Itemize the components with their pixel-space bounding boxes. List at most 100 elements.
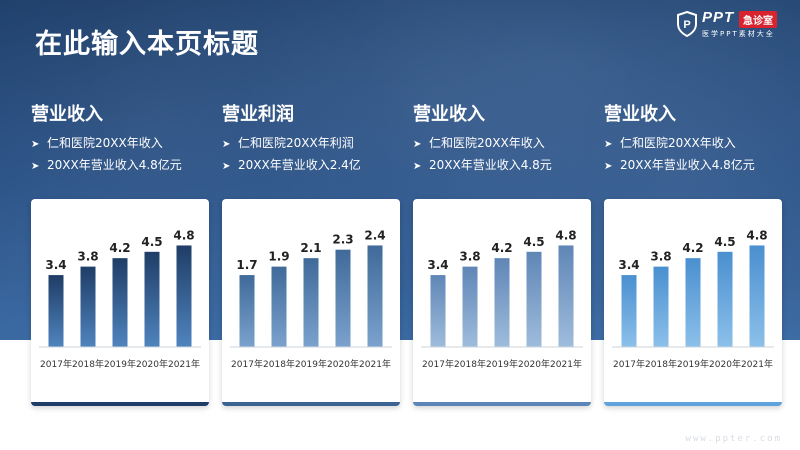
logo-badge: 急诊室: [739, 11, 777, 28]
bullet-list: ➤ 仁和医院20XX年利润 ➤ 20XX年营业收入2.4亿: [222, 132, 400, 176]
bar: [335, 249, 351, 347]
data-label: 3.8: [459, 250, 480, 264]
chevron-right-icon: ➤: [413, 161, 422, 172]
chart-column-1: 营业收入 ➤ 仁和医院20XX年收入 ➤ 20XX年营业收入4.8亿元 3.4 201…: [31, 100, 209, 406]
chevron-right-icon: ➤: [31, 139, 40, 150]
chart-card: 3.4 2017年 3.8 2018年 4.2 2019年 4.5 2020年 4.8 2021年: [413, 199, 591, 406]
x-tick-label: 2019年: [295, 358, 327, 370]
bullet-text: 20XX年营业收入4.8亿元: [47, 158, 182, 172]
data-label: 1.9: [268, 250, 289, 264]
x-tick-label: 2018年: [645, 358, 677, 370]
data-label: 3.4: [618, 258, 639, 272]
bar: [144, 251, 160, 347]
x-tick-label: 2020年: [327, 358, 359, 370]
bar: [621, 275, 637, 347]
x-tick-label: 2021年: [168, 358, 200, 370]
bar-chart: 3.4 2017年 3.8 2018年 4.2 2019年 4.5 2020年 4.8 2021年: [421, 228, 583, 370]
list-item: ➤ 20XX年营业收入4.8亿元: [31, 154, 209, 176]
data-label: 4.2: [109, 241, 130, 255]
bar: [653, 266, 669, 347]
bar: [303, 258, 319, 347]
bar-chart: 3.4 2017年 3.8 2018年 4.2 2019年 4.5 2020年 4.8 2021年: [612, 228, 774, 370]
data-label: 4.8: [746, 228, 767, 242]
list-item: ➤ 仁和医院20XX年收入: [604, 132, 782, 154]
x-tick-label: 2019年: [486, 358, 518, 370]
x-tick-label: 2021年: [359, 358, 391, 370]
data-label: 4.5: [141, 235, 162, 249]
list-item: ➤ 20XX年营业收入4.8亿元: [604, 154, 782, 176]
chevron-right-icon: ➤: [222, 139, 231, 150]
x-tick-label: 2018年: [454, 358, 486, 370]
shield-icon: P: [677, 11, 697, 37]
chevron-right-icon: ➤: [222, 161, 231, 172]
bar: [494, 258, 510, 347]
list-item: ➤ 20XX年营业收入2.4亿: [222, 154, 400, 176]
bullet-text: 仁和医院20XX年收入: [620, 136, 736, 150]
x-tick-label: 2018年: [72, 358, 104, 370]
data-label: 2.4: [364, 228, 385, 242]
bar: [112, 258, 128, 347]
bar: [717, 251, 733, 347]
chart-card: 3.4 2017年 3.8 2018年 4.2 2019年 4.5 2020年 4.8 2021年: [31, 199, 209, 406]
bullet-text: 20XX年营业收入2.4亿: [238, 158, 361, 172]
bar: [685, 258, 701, 347]
x-tick-label: 2020年: [518, 358, 550, 370]
chart-column-2: 营业利润 ➤ 仁和医院20XX年利润 ➤ 20XX年营业收入2.4亿 1.7 2017…: [222, 100, 400, 406]
logo-subtitle: 医学PPT素材大全: [702, 30, 775, 38]
bar: [462, 266, 478, 347]
brand-logo: P PPT 急诊室 医学PPT素材大全: [676, 9, 788, 42]
x-tick-label: 2021年: [550, 358, 582, 370]
bullet-list: ➤ 仁和医院20XX年收入 ➤ 20XX年营业收入4.8亿元: [31, 132, 209, 176]
data-label: 4.8: [555, 228, 576, 242]
list-item: ➤ 仁和医院20XX年收入: [413, 132, 591, 154]
chevron-right-icon: ➤: [31, 161, 40, 172]
list-item: ➤ 仁和医院20XX年收入: [31, 132, 209, 154]
x-tick-label: 2021年: [741, 358, 773, 370]
list-item: ➤ 20XX年营业收入4.8元: [413, 154, 591, 176]
data-label: 4.5: [714, 235, 735, 249]
svg-text:P: P: [683, 19, 690, 31]
bullet-text: 20XX年营业收入4.8元: [429, 158, 552, 172]
bullet-text: 20XX年营业收入4.8亿元: [620, 158, 755, 172]
bar: [48, 275, 64, 347]
bar: [558, 245, 574, 347]
x-tick-label: 2017年: [231, 358, 263, 370]
data-label: 4.5: [523, 235, 544, 249]
bar: [367, 245, 383, 347]
bar: [271, 266, 287, 347]
data-label: 2.1: [300, 241, 321, 255]
x-tick-label: 2017年: [40, 358, 72, 370]
x-tick-label: 2020年: [136, 358, 168, 370]
chevron-right-icon: ➤: [604, 161, 613, 172]
bar-chart: 3.4 2017年 3.8 2018年 4.2 2019年 4.5 2020年 4.8 2021年: [39, 228, 201, 370]
logo-brand-text: PPT: [702, 9, 735, 26]
bar: [526, 251, 542, 347]
data-label: 3.8: [77, 250, 98, 264]
column-heading: 营业收入: [413, 104, 485, 125]
card-accent-bar: [222, 402, 400, 406]
footer-url: www.ppter.com: [685, 434, 782, 444]
card-accent-bar: [604, 402, 782, 406]
data-label: 3.4: [45, 258, 66, 272]
x-tick-label: 2017年: [613, 358, 645, 370]
data-label: 2.3: [332, 233, 353, 247]
x-tick-label: 2017年: [422, 358, 454, 370]
data-label: 4.2: [491, 241, 512, 255]
bullet-text: 仁和医院20XX年利润: [238, 136, 354, 150]
data-label: 4.2: [682, 241, 703, 255]
data-label: 3.4: [427, 258, 448, 272]
data-label: 1.7: [236, 258, 257, 272]
bullet-text: 仁和医院20XX年收入: [47, 136, 163, 150]
list-item: ➤ 仁和医院20XX年利润: [222, 132, 400, 154]
chevron-right-icon: ➤: [604, 139, 613, 150]
chart-card: 1.7 2017年 1.9 2018年 2.1 2019年 2.3 2020年 2.4 2021年: [222, 199, 400, 406]
data-label: 3.8: [650, 250, 671, 264]
data-label: 4.8: [173, 228, 194, 242]
chart-column-4: 营业收入 ➤ 仁和医院20XX年收入 ➤ 20XX年营业收入4.8亿元 3.4 201…: [604, 100, 782, 406]
bullet-list: ➤ 仁和医院20XX年收入 ➤ 20XX年营业收入4.8亿元: [604, 132, 782, 176]
bar: [239, 275, 255, 347]
x-tick-label: 2020年: [709, 358, 741, 370]
card-accent-bar: [31, 402, 209, 406]
bar: [430, 275, 446, 347]
column-heading: 营业收入: [31, 104, 103, 125]
